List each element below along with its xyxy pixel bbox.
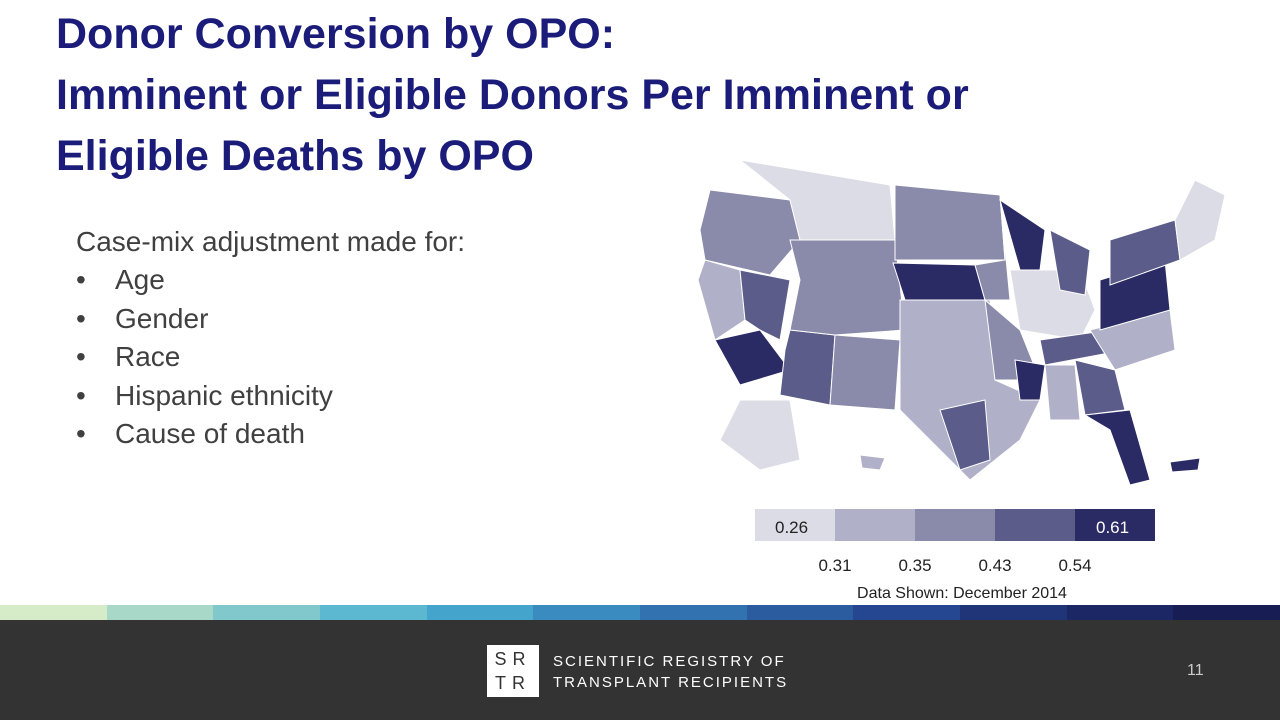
region	[829, 334, 901, 411]
region	[719, 399, 801, 471]
region	[1044, 364, 1081, 421]
title-line: Donor Conversion by OPO:	[56, 10, 616, 58]
logo: SR TR	[487, 645, 539, 697]
org-line: TRANSPLANT RECIPIENTS	[553, 674, 789, 691]
bullet: Hispanic ethnicity	[76, 380, 333, 419]
legend-min: 0.26	[775, 518, 808, 537]
region	[697, 259, 746, 341]
logo-line: TR	[495, 673, 531, 693]
org-name: SCIENTIFIC REGISTRY OF TRANSPLANT RECIPI…	[553, 651, 788, 693]
region	[999, 198, 1046, 271]
legend-swatch	[755, 509, 835, 541]
bullet: Gender	[76, 303, 333, 342]
title: Donor Conversion by OPO: Imminent or Eli…	[56, 4, 969, 187]
logo-line: SR	[494, 649, 532, 669]
title-line: Eligible Deaths by OPO	[56, 132, 534, 180]
legend-swatch	[1075, 509, 1155, 541]
legend-swatch	[915, 509, 995, 541]
org-line: SCIENTIFIC REGISTRY OF	[553, 653, 786, 670]
bullet: Cause of death	[76, 418, 333, 457]
region	[939, 399, 991, 471]
region	[699, 189, 801, 276]
region	[859, 454, 886, 471]
legend-break: 0.31	[818, 556, 851, 575]
legend-swatch	[995, 509, 1075, 541]
region	[1074, 359, 1126, 416]
region	[1169, 457, 1201, 473]
title-line: Imminent or Eligible Donors Per Imminent…	[56, 71, 969, 119]
data-note: Data Shown: December 2014	[857, 585, 1067, 602]
bullet: Race	[76, 341, 333, 380]
region	[789, 239, 906, 336]
legend-max: 0.61	[1096, 518, 1129, 537]
bullet-list: Age Gender Race Hispanic ethnicity Cause…	[76, 264, 333, 457]
footer	[0, 620, 1280, 720]
region	[779, 329, 836, 406]
region	[1174, 179, 1226, 261]
region	[892, 262, 986, 301]
bullet: Age	[76, 264, 333, 303]
map: 0.26 0.61 0.31 0.35 0.43 0.54 Data Shown…	[697, 159, 1226, 602]
color-stripe	[0, 605, 1280, 620]
region	[739, 269, 791, 341]
legend-break: 0.54	[1058, 556, 1091, 575]
page-number: 11	[1187, 662, 1204, 679]
intro: Case-mix adjustment made for:	[76, 226, 466, 257]
region	[894, 184, 1006, 261]
legend-break: 0.35	[898, 556, 931, 575]
legend-break: 0.43	[978, 556, 1011, 575]
legend: 0.26 0.61 0.31 0.35 0.43 0.54 Data Shown…	[755, 509, 1155, 602]
legend-swatch	[835, 509, 915, 541]
region	[974, 194, 1011, 301]
region	[1083, 409, 1151, 486]
region	[1014, 359, 1046, 401]
us-map	[697, 159, 1226, 486]
region	[1049, 229, 1091, 296]
